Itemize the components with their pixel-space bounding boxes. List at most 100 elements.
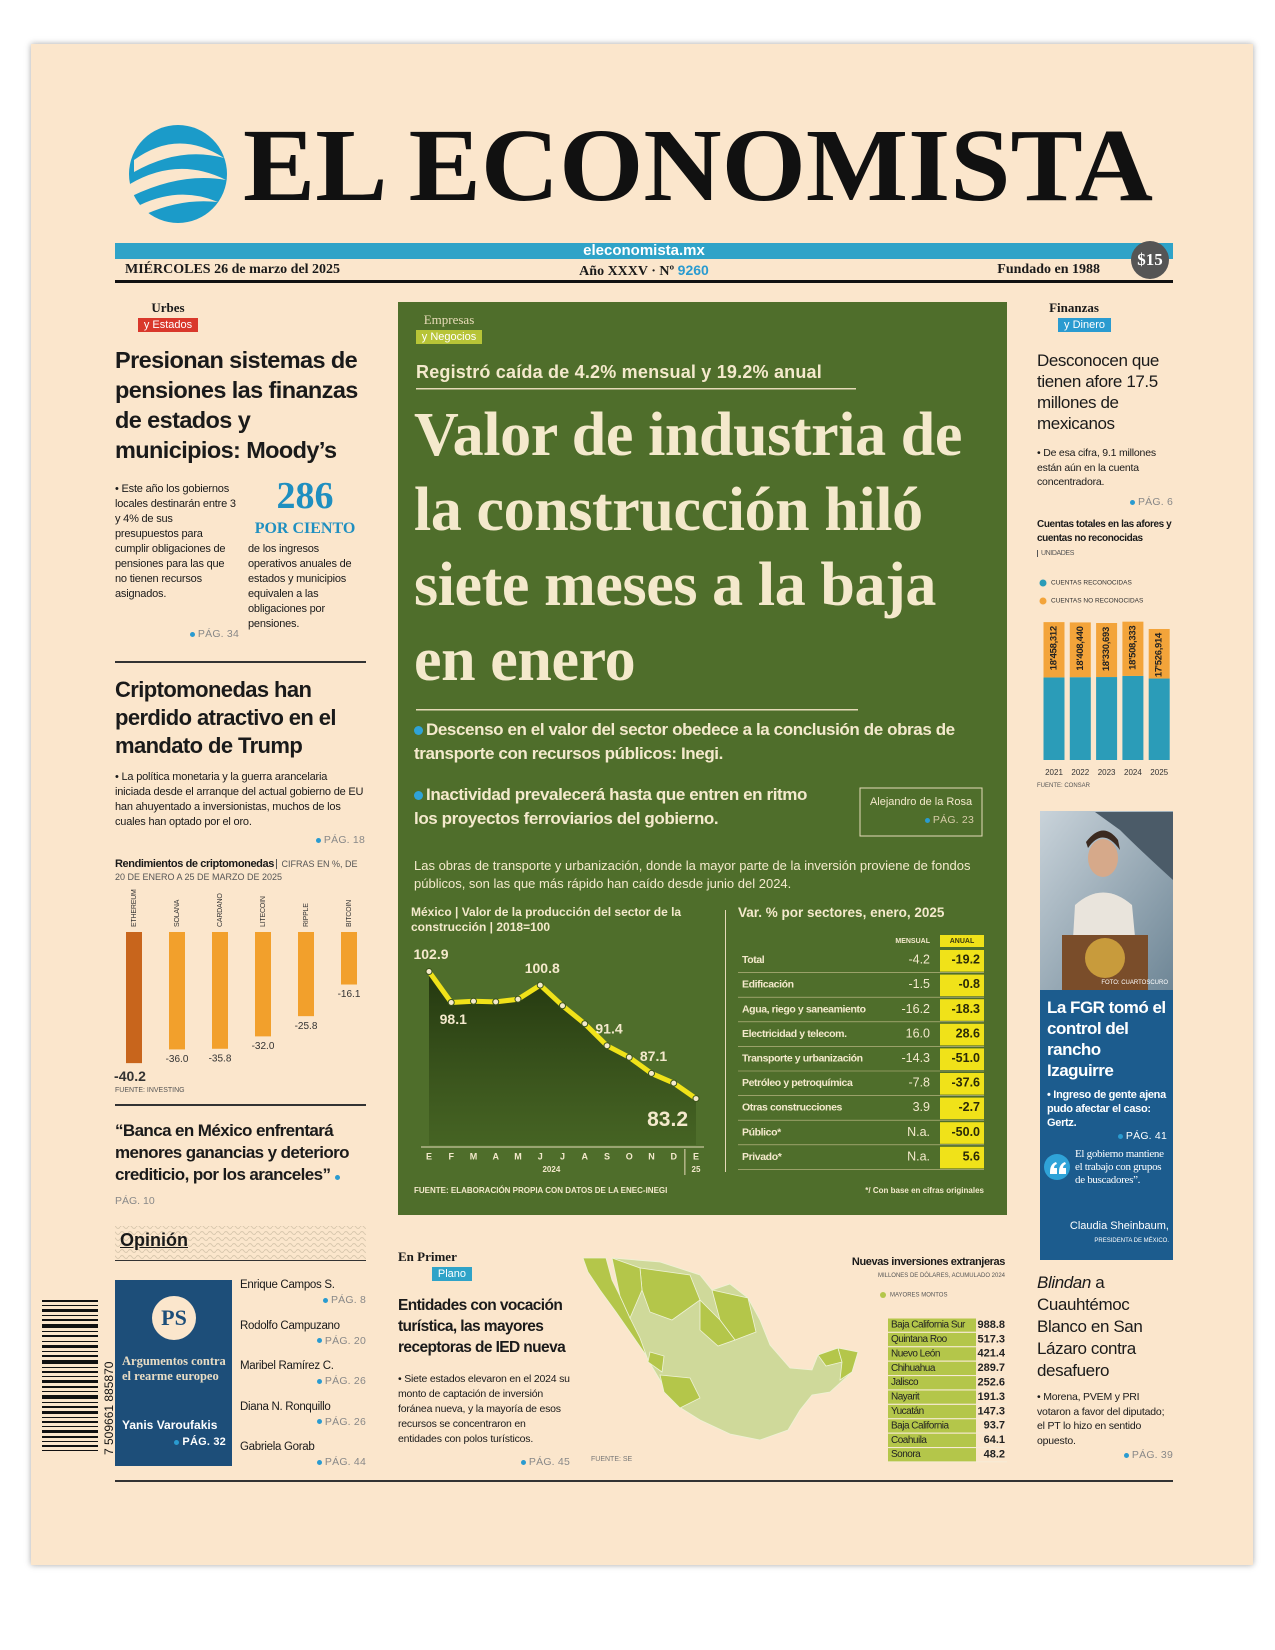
- bar: [126, 932, 142, 1064]
- shape: [42, 1341, 98, 1342]
- headline: La FGR tomó el control del rancho Izagui…: [1047, 998, 1166, 1080]
- shape: [42, 1380, 98, 1383]
- author-box: [859, 787, 983, 837]
- row-highlight: [888, 1347, 976, 1361]
- page-ref: PÁG. 41: [1047, 1130, 1167, 1142]
- cell: 147.3: [977, 1405, 1005, 1417]
- cell: 93.7: [984, 1420, 1005, 1432]
- row-highlight: [888, 1448, 976, 1462]
- columnist-name: Enrique Campos S.: [240, 1279, 335, 1291]
- row-label: Yucatán: [891, 1406, 924, 1417]
- columnist-name: Diana N. Ronquillo: [240, 1400, 331, 1413]
- page-ref: PÁG. 26: [240, 1375, 366, 1387]
- legend-label: MAYORES MONTOS: [890, 1292, 948, 1299]
- masthead: EL ECONOMISTA: [243, 108, 1153, 223]
- chart-heading: Rendimientos de criptomonedas CIFRAS EN …: [115, 858, 365, 884]
- cell: -7.8: [908, 1076, 930, 1090]
- value-label: -35.8: [209, 1053, 232, 1064]
- cell: -1.5: [908, 977, 930, 991]
- legend: MAYORES MONTOS: [880, 1292, 947, 1299]
- x-tick-label: D: [671, 1151, 678, 1161]
- shape: [42, 1441, 98, 1442]
- row-label: Baja California: [891, 1420, 949, 1431]
- cell: -51.0: [952, 1051, 981, 1065]
- bar-segment: [1122, 621, 1144, 676]
- section-label: En Primer Plano: [398, 1250, 472, 1282]
- bar-segment: [1122, 675, 1144, 760]
- category-label: LITECOIN: [260, 896, 267, 927]
- cell: 421.4: [977, 1348, 1005, 1360]
- x-tick-label: 2024: [1124, 768, 1142, 777]
- point: [581, 1020, 589, 1028]
- row-label: Petróleo y petroquímica: [742, 1077, 853, 1089]
- row-label: Chihuahua: [891, 1363, 936, 1374]
- chart-unit: UNIDADES: [1037, 550, 1074, 557]
- source: FUENTE: ELABORACIÓN PROPIA CON DATOS DE …: [414, 1186, 668, 1195]
- chart-title: México | Valor de la producción del sect…: [411, 905, 682, 934]
- photo-hair: [1086, 830, 1120, 850]
- row-label: Total: [742, 954, 765, 966]
- total-label: 18'408,440: [1075, 626, 1086, 670]
- issue-number: 9260: [677, 262, 709, 278]
- row-label: Edificación: [742, 979, 794, 991]
- page-ref: PÁG. 39: [1037, 1449, 1173, 1461]
- row-label: Electricidad y telecom.: [742, 1028, 847, 1040]
- bullet: Inactividad prevalecerá hasta que entren…: [414, 783, 834, 831]
- footnote: */ Con base en cifras originales: [865, 1186, 984, 1195]
- row-label: Sonora: [891, 1449, 921, 1460]
- cell: 3.9: [913, 1100, 930, 1114]
- x-tick-label: F: [449, 1151, 455, 1161]
- header-bar: [115, 243, 1173, 259]
- headline: “Banca en México enfrentará menores gana…: [115, 1121, 350, 1184]
- point: [425, 968, 433, 976]
- shape: [42, 1360, 98, 1364]
- page-ref: PÁG. 44: [240, 1456, 366, 1468]
- columnist-name: Rodolfo Campuzano: [240, 1319, 340, 1332]
- cell: N.a.: [907, 1125, 930, 1139]
- section-name: Empresas: [423, 312, 475, 327]
- opinion-logo-disc: [152, 1296, 196, 1340]
- x-tick-label: O: [626, 1151, 633, 1161]
- shape: [42, 1411, 98, 1414]
- section-sub: y Dinero: [1058, 318, 1111, 332]
- bullet: Descenso en el valor del sector obedece …: [414, 718, 959, 766]
- cell: 64.1: [984, 1434, 1005, 1446]
- headline-lead: Blindan: [1037, 1273, 1091, 1292]
- row-label: Jalisco: [891, 1377, 919, 1388]
- point: [692, 1095, 700, 1103]
- table-title: Var. % por sectores, enero, 2025: [738, 905, 945, 920]
- opinion-author: Yanis Varoufakis: [122, 1418, 218, 1432]
- legend-swatch: [1039, 597, 1047, 605]
- shape: [42, 1391, 98, 1392]
- shape: [42, 1305, 98, 1306]
- edition-line: Año XXXV · Nº 9260: [444, 262, 844, 280]
- table-title: Nuevas inversiones extranjeras: [851, 1256, 1005, 1268]
- page-ref: PÁG. 32: [122, 1436, 226, 1448]
- row-label: Nuevo León: [891, 1348, 940, 1359]
- category-label: ETHEREUM: [131, 889, 138, 927]
- chart-title: Cuentas totales en las afores y cuentas …: [1037, 519, 1172, 544]
- cell: 289.7: [977, 1362, 1005, 1374]
- shape: y Negocios: [414, 327, 484, 345]
- website: eleconomista.mx: [583, 242, 705, 259]
- x-tick-label: S: [604, 1151, 610, 1161]
- cell-highlight: [940, 999, 984, 1021]
- headline-block: Blindan a Cuauhtémoc Blanco en San Lázar…: [1037, 1272, 1174, 1382]
- x-tick-label: A: [493, 1151, 500, 1161]
- row-label: Baja California Sur: [891, 1320, 966, 1331]
- row-label: Otras construcciones: [742, 1102, 843, 1114]
- x-tick-label: N: [648, 1151, 655, 1161]
- headline: Desconocen que tienen afore 17.5 millone…: [1037, 351, 1159, 433]
- opinion-title: Opinión: [120, 1230, 188, 1250]
- shape: [134, 143, 224, 172]
- stat-text: de los ingresos operativos anuales de es…: [248, 543, 352, 630]
- shape: [42, 1351, 98, 1352]
- row-label: Agua, riego y saneamiento: [742, 1003, 866, 1015]
- page-ref: PÁG. 8: [240, 1294, 366, 1306]
- page-ref: PÁG. 6: [1037, 496, 1173, 508]
- shape: [837, 1347, 859, 1381]
- legend-swatch: [1039, 579, 1047, 587]
- row-highlight: [888, 1433, 976, 1448]
- bar-segment: [1148, 628, 1170, 679]
